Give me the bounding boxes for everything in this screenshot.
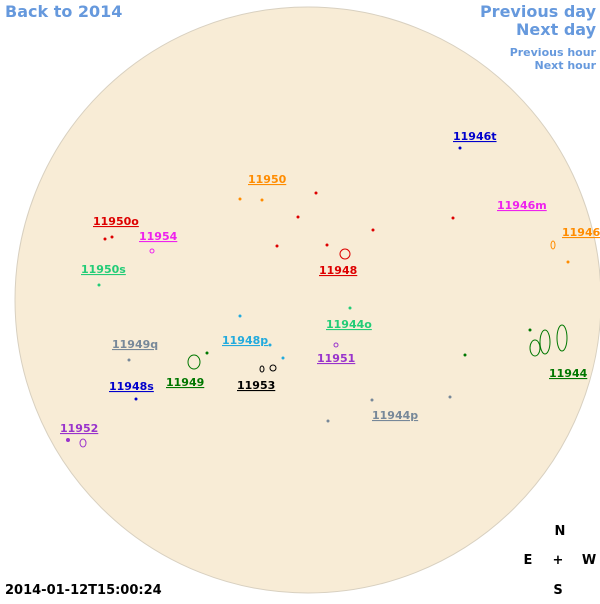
region-label: 11949 bbox=[166, 376, 204, 389]
region-label: 11950s bbox=[81, 263, 126, 276]
region-label: 11948s bbox=[109, 380, 154, 393]
region-label: 11952 bbox=[60, 422, 98, 435]
timestamp: 2014-01-12T15:00:24 bbox=[5, 583, 162, 598]
next-hour-text[interactable]: Next hour bbox=[535, 59, 597, 72]
region-label: 11946 bbox=[562, 226, 600, 239]
compass-center: + bbox=[553, 553, 564, 568]
spot-decor bbox=[79, 240, 568, 448]
region-label: 11951 bbox=[317, 352, 355, 365]
region-label: 11953 bbox=[237, 379, 275, 392]
region-label: 11944 bbox=[549, 367, 588, 380]
region-label: 11948 bbox=[319, 264, 357, 277]
region-label: 11950o bbox=[93, 215, 139, 228]
region-label: 11948p bbox=[222, 334, 268, 347]
next-hour-link[interactable]: Next hour bbox=[535, 59, 597, 72]
previous-day-text[interactable]: Previous day bbox=[480, 2, 597, 21]
region-label: 11946m bbox=[497, 199, 547, 212]
solar-disk bbox=[14, 6, 600, 594]
compass-n: N bbox=[555, 524, 566, 539]
compass-e: E bbox=[524, 553, 533, 568]
region-label: 11954 bbox=[139, 230, 178, 243]
previous-day-link[interactable]: Previous day bbox=[480, 2, 597, 21]
previous-hour-link[interactable]: Previous hour bbox=[510, 46, 597, 59]
region-label: 11950 bbox=[248, 173, 287, 186]
region-label: 11944o bbox=[326, 318, 372, 331]
next-day-link[interactable]: Next day bbox=[516, 20, 597, 39]
region-label: 11946t bbox=[453, 130, 497, 143]
back-link[interactable]: Back to 2014 bbox=[5, 2, 122, 21]
compass-s: S bbox=[553, 583, 562, 598]
compass-w: W bbox=[582, 553, 596, 568]
region-label: 11949q bbox=[112, 338, 158, 351]
next-day-text[interactable]: Next day bbox=[516, 20, 597, 39]
spot-dots bbox=[66, 146, 570, 442]
back-text[interactable]: Back to 2014 bbox=[5, 2, 122, 21]
region-label: 11944p bbox=[372, 409, 418, 422]
previous-hour-text[interactable]: Previous hour bbox=[510, 46, 597, 59]
